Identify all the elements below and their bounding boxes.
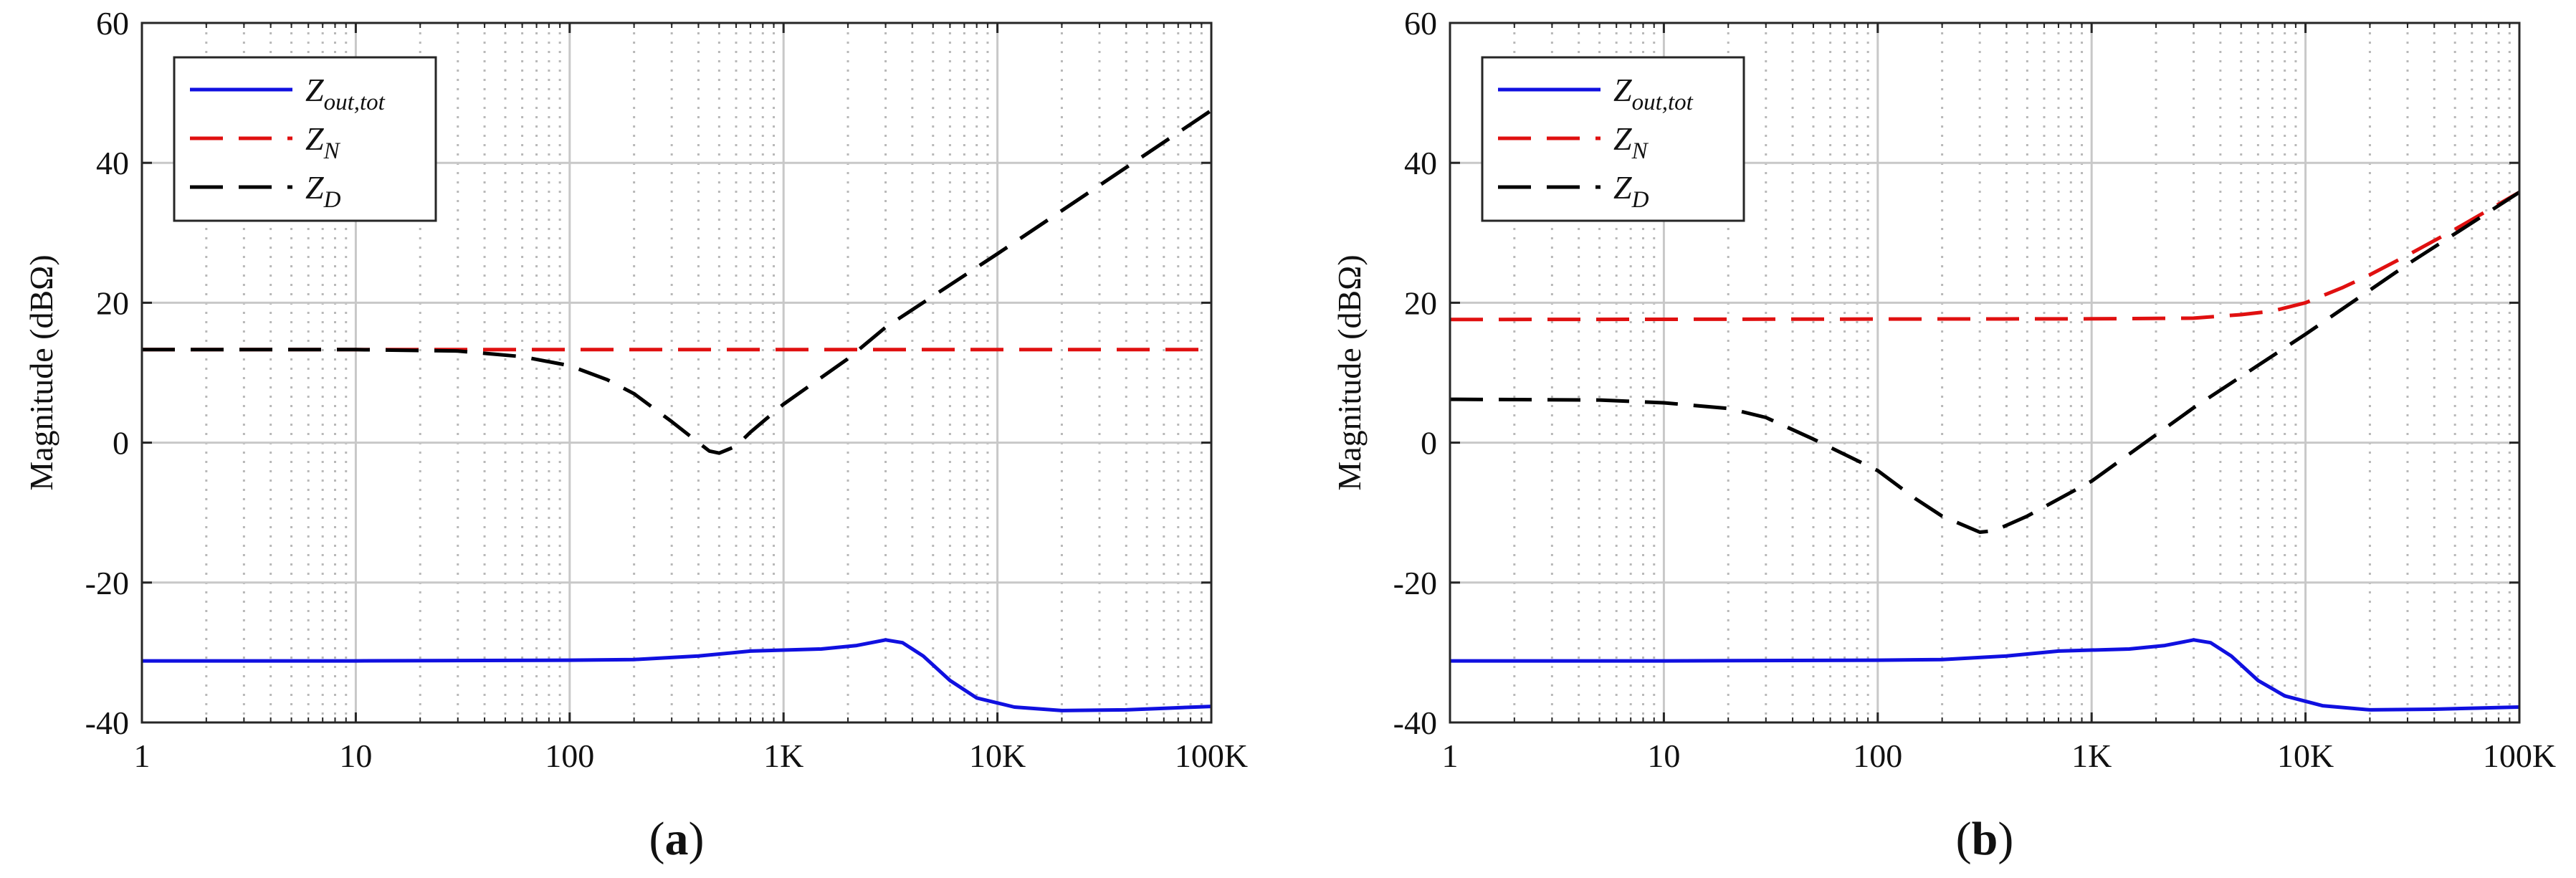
panel-label: (a) — [649, 813, 705, 865]
x-tick-label: 10K — [2277, 738, 2334, 774]
series-line-zn — [1449, 191, 2521, 322]
y-tick-label: 20 — [1404, 285, 1437, 321]
y-tick-label: 60 — [1404, 5, 1437, 42]
y-tick-label: 40 — [1404, 145, 1437, 181]
panel-letter: a — [665, 813, 689, 865]
series-group — [142, 108, 1213, 712]
y-tick-label: 20 — [96, 285, 129, 321]
y-tick-label: 40 — [96, 145, 129, 181]
axes-box — [1449, 22, 2521, 724]
legend-subscript: out,tot — [324, 90, 386, 115]
y-tick-label: -40 — [1393, 705, 1437, 741]
x-tick-label: 1K — [2071, 738, 2112, 774]
series-line-zout — [1450, 638, 2520, 712]
panel-letter: b — [1972, 813, 1998, 865]
panel-label: (b) — [1956, 813, 2014, 865]
y-tick-label: 60 — [96, 5, 129, 42]
y-axis-label: Magnitude (dBΩ) — [1331, 254, 1368, 490]
legend-subscript: out,tot — [1632, 90, 1694, 115]
legend-label-zn: ZN — [305, 120, 341, 164]
x-tick-label: 1 — [1442, 738, 1459, 774]
legend-subscript: D — [323, 187, 341, 213]
panel-paren: ) — [689, 813, 705, 865]
x-tick-label: 100 — [545, 738, 594, 774]
y-tick-label: -20 — [1393, 565, 1437, 601]
series-group — [1449, 191, 2521, 712]
x-tick-label: 1K — [763, 738, 803, 774]
legend-subscript: D — [1631, 187, 1649, 213]
chart-panel-b: 1 10 100 1K 10K 100K -40 -20 0 20 40 60 Magnitude (d… — [1331, 5, 2556, 865]
y-tick-label: -40 — [85, 705, 129, 741]
y-tick-label: -20 — [85, 565, 129, 601]
y-axis-label: Magnitude (dBΩ) — [23, 254, 59, 490]
x-tick-label: 1 — [134, 738, 151, 774]
panel-paren: ) — [1998, 813, 2013, 865]
series-line-zout — [142, 638, 1212, 712]
series-line-zd — [1449, 191, 2521, 534]
legend-subscript: N — [323, 138, 341, 164]
x-tick-label: 100 — [1853, 738, 1902, 774]
axes-box — [140, 22, 1213, 724]
tick-labels: 1 10 100 1K 10K 100K -40 -20 0 20 40 60 — [1393, 5, 2556, 774]
x-tick-label: 100K — [1175, 738, 1248, 774]
x-tick-label: 10K — [969, 738, 1026, 774]
x-tick-label: 10 — [1647, 738, 1680, 774]
y-tick-label: 0 — [1421, 425, 1437, 462]
chart-panel-a: 1 10 100 1K 10K 100K -40 -20 0 20 40 60 Magnitude (d… — [23, 5, 1248, 865]
tick-labels: 1 10 100 1K 10K 100K -40 -20 0 20 40 60 — [85, 5, 1248, 774]
legend-label-zd: ZD — [1613, 169, 1649, 213]
x-tick-label: 10 — [339, 738, 372, 774]
x-tick-label: 100K — [2483, 738, 2556, 774]
y-tick-label: 0 — [113, 425, 129, 462]
series-line-zd — [142, 108, 1213, 455]
legend-subscript: N — [1631, 138, 1649, 164]
